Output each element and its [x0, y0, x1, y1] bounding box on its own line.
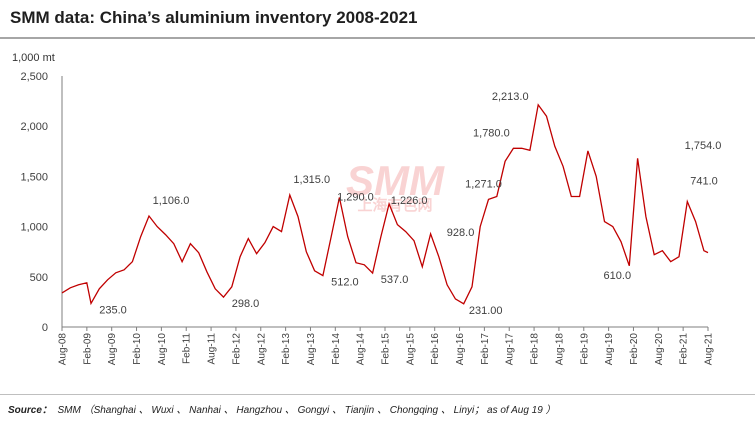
data-label: 1,315.0 — [293, 174, 330, 186]
x-tick-label: Feb-12 — [231, 333, 242, 365]
data-label: 537.0 — [381, 274, 409, 286]
x-tick-label: Aug-12 — [256, 333, 267, 366]
watermark-sub-text: 上海有色网 — [357, 196, 432, 214]
x-tick-label: Feb-15 — [381, 333, 392, 365]
x-tick-label: Feb-18 — [530, 333, 541, 365]
y-tick-label: 1,000 — [20, 222, 48, 234]
data-label: 231.00 — [469, 305, 503, 317]
y-tick-label: 2,500 — [20, 71, 48, 83]
x-tick-label: Aug-16 — [455, 333, 466, 366]
x-tick-label: Aug-21 — [704, 333, 715, 366]
y-axis: 0 500 1,000 1,500 2,000 2,500 — [20, 71, 63, 334]
x-axis: Aug-08 Feb-09 Aug-09 Feb-10 Aug-10 Feb-11 Aug-… — [58, 326, 715, 366]
x-tick-label: Feb-20 — [629, 333, 640, 365]
source-text: SMM （Shanghai 、 Wuxi 、 Nanhai 、 Hangzhou… — [57, 405, 556, 416]
data-label: 1,754.0 — [685, 140, 722, 152]
data-labels: 235.0 1,106.0 298.0 1,315.0 512.0 1,290.0 537.… — [99, 91, 721, 317]
data-label: 298.0 — [232, 298, 260, 310]
data-label: 1,271.0 — [465, 178, 502, 190]
x-tick-label: Aug-20 — [654, 333, 665, 366]
x-tick-label: Aug-14 — [356, 333, 367, 366]
x-tick-label: Feb-10 — [132, 333, 143, 365]
x-tick-label: Aug-18 — [554, 333, 565, 366]
source-note: Source： SMM （Shanghai 、 Wuxi 、 Nanhai 、 … — [8, 401, 556, 416]
inventory-line-chart: SMM 上海有色网 0 500 1,000 1,500 2,000 2,500 Aug-0… — [20, 71, 721, 366]
smm-watermark-logo: SMM 上海有色网 — [346, 157, 445, 214]
data-label: 741.0 — [690, 176, 718, 188]
series-line-aluminium-inventory — [61, 103, 709, 306]
x-tick-label: Feb-11 — [182, 333, 193, 364]
x-tick-label: Feb-09 — [82, 333, 93, 365]
x-tick-label: Feb-21 — [679, 333, 690, 365]
chart-title: SMM data: China’s aluminium inventory 20… — [10, 8, 418, 27]
x-tick-label: Feb-13 — [281, 333, 292, 365]
data-label: 928.0 — [447, 227, 475, 239]
x-tick-label: Aug-09 — [107, 333, 118, 366]
title-divider — [0, 37, 755, 39]
y-tick-label: 0 — [42, 322, 48, 334]
x-tick-label: Aug-17 — [505, 333, 516, 366]
watermark-logo-text: SMM — [346, 157, 445, 204]
x-tick-label: Aug-15 — [405, 333, 416, 366]
x-tick-label: Feb-14 — [331, 333, 342, 365]
source-divider — [0, 394, 755, 395]
x-tick-label: Feb-19 — [579, 333, 590, 365]
x-tick-label: Aug-13 — [306, 333, 317, 366]
data-label: 2,213.0 — [492, 91, 529, 103]
data-label: 512.0 — [331, 277, 359, 289]
y-axis-unit-label: 1,000 mt — [12, 52, 55, 64]
x-tick-label: Feb-16 — [430, 333, 441, 365]
data-label: 1,780.0 — [473, 127, 510, 139]
source-label: Source： — [8, 405, 52, 416]
y-tick-label: 2,000 — [20, 121, 48, 133]
y-tick-label: 500 — [30, 272, 48, 284]
data-label: 1,226.0 — [391, 195, 428, 207]
x-tick-label: Aug-11 — [207, 333, 218, 365]
data-label: 1,290.0 — [337, 191, 374, 203]
data-label: 235.0 — [99, 304, 127, 316]
x-tick-label: Aug-08 — [58, 333, 69, 366]
data-label: 1,106.0 — [153, 195, 190, 207]
y-tick-label: 1,500 — [20, 171, 48, 183]
data-label: 610.0 — [604, 270, 632, 282]
x-tick-label: Aug-10 — [157, 333, 168, 366]
x-tick-label: Aug-19 — [604, 333, 615, 366]
x-tick-label: Feb-17 — [480, 333, 491, 365]
